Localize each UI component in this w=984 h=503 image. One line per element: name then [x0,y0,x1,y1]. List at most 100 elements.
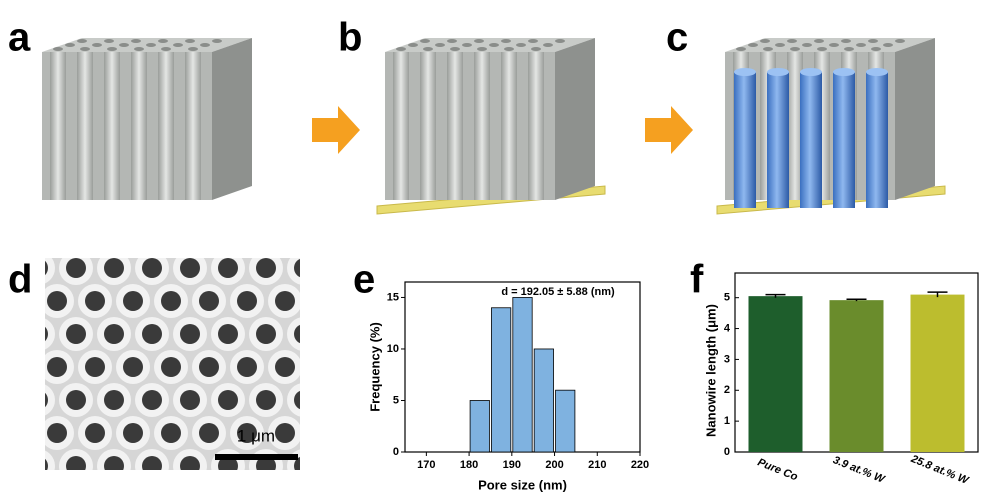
pore [161,291,181,311]
pore [275,357,295,377]
annotation: d = 192.05 ± 5.88 (nm) [501,286,615,298]
pore [180,258,200,278]
pore [294,324,314,344]
pore-top [501,39,511,43]
y-tick-label: 0 [724,446,730,458]
x-axis-label: Pore size (nm) [478,477,567,492]
pore-top [173,43,183,47]
block-side [895,38,935,200]
pore-top [212,39,222,43]
arrow [312,106,360,154]
pore-top [543,43,553,47]
pore-top [748,43,758,47]
pore [180,324,200,344]
pore-top [420,39,430,43]
pore-ring [287,317,321,351]
pore-top [396,47,406,51]
pore [47,423,67,443]
pore [85,291,105,311]
pore [256,390,276,410]
pore-top [555,39,565,43]
pore-top [104,39,114,43]
pore-top [531,47,541,51]
pore-top [516,43,526,47]
pore-ring [21,317,55,351]
nanowire [866,72,888,208]
pore-channel [393,52,409,200]
pore [180,390,200,410]
pore [85,357,105,377]
scale-bar-label: 1 μm [237,426,275,445]
pore-channel [474,52,490,200]
pore-channel [50,52,66,200]
pore-top [504,47,514,51]
pore-top [895,39,905,43]
pore [28,324,48,344]
y-tick-label: 2 [724,384,730,396]
pore-top [462,43,472,47]
nanowire-top [734,68,756,76]
pore-top [408,43,418,47]
pore-top [161,47,171,51]
pore [275,291,295,311]
pore-top [868,39,878,43]
pore [47,357,67,377]
pore [104,456,124,476]
y-tick-label: 1 [724,415,730,427]
histogram-bar [556,390,575,452]
y-axis-label: Frequency (%) [367,322,382,412]
pore-ring [287,383,321,417]
y-tick-label: 15 [387,291,399,303]
pore [218,324,238,344]
pore [218,390,238,410]
pore [104,324,124,344]
bar [911,295,965,452]
histogram-bar [513,297,532,452]
pore [66,324,86,344]
pore-ring [21,449,55,483]
pore [28,390,48,410]
y-tick-label: 10 [387,343,399,355]
pore [123,423,143,443]
arrow [645,106,693,154]
y-axis-label: Nanowire length (μm) [703,304,718,437]
pore [142,324,162,344]
pore-top [450,47,460,51]
x-tick-label: 200 [545,459,563,471]
pore-top [871,47,881,51]
pore-ring [306,284,340,318]
pore-top [119,43,129,47]
schematics [42,38,945,214]
histogram-bar [534,349,553,452]
panel-label: a [8,16,31,60]
pore [256,258,276,278]
panel-label: d [8,258,32,302]
pore [237,291,257,311]
pore-top [760,39,770,43]
nanowire-top [800,68,822,76]
pore-top [134,47,144,51]
x-tick-label: 180 [460,459,478,471]
y-tick-label: 4 [724,322,731,334]
pore-channel [104,52,120,200]
nanowire-top [767,68,789,76]
pore-channel [420,52,436,200]
pore [142,390,162,410]
y-tick-label: 5 [393,394,399,406]
x-tick-label: 210 [588,459,606,471]
pore [313,423,333,443]
pore-top [131,39,141,43]
pore-top [817,47,827,51]
pore-top [489,43,499,47]
x-tick-label: 170 [417,459,435,471]
pore [199,423,219,443]
pore-ring [306,350,340,384]
histogram-bar [470,400,489,452]
x-tick-label: 220 [631,459,649,471]
pore-top [775,43,785,47]
pore [142,258,162,278]
pore-channel [185,52,201,200]
pore-top [188,47,198,51]
pore [294,258,314,278]
pore-channel [501,52,517,200]
